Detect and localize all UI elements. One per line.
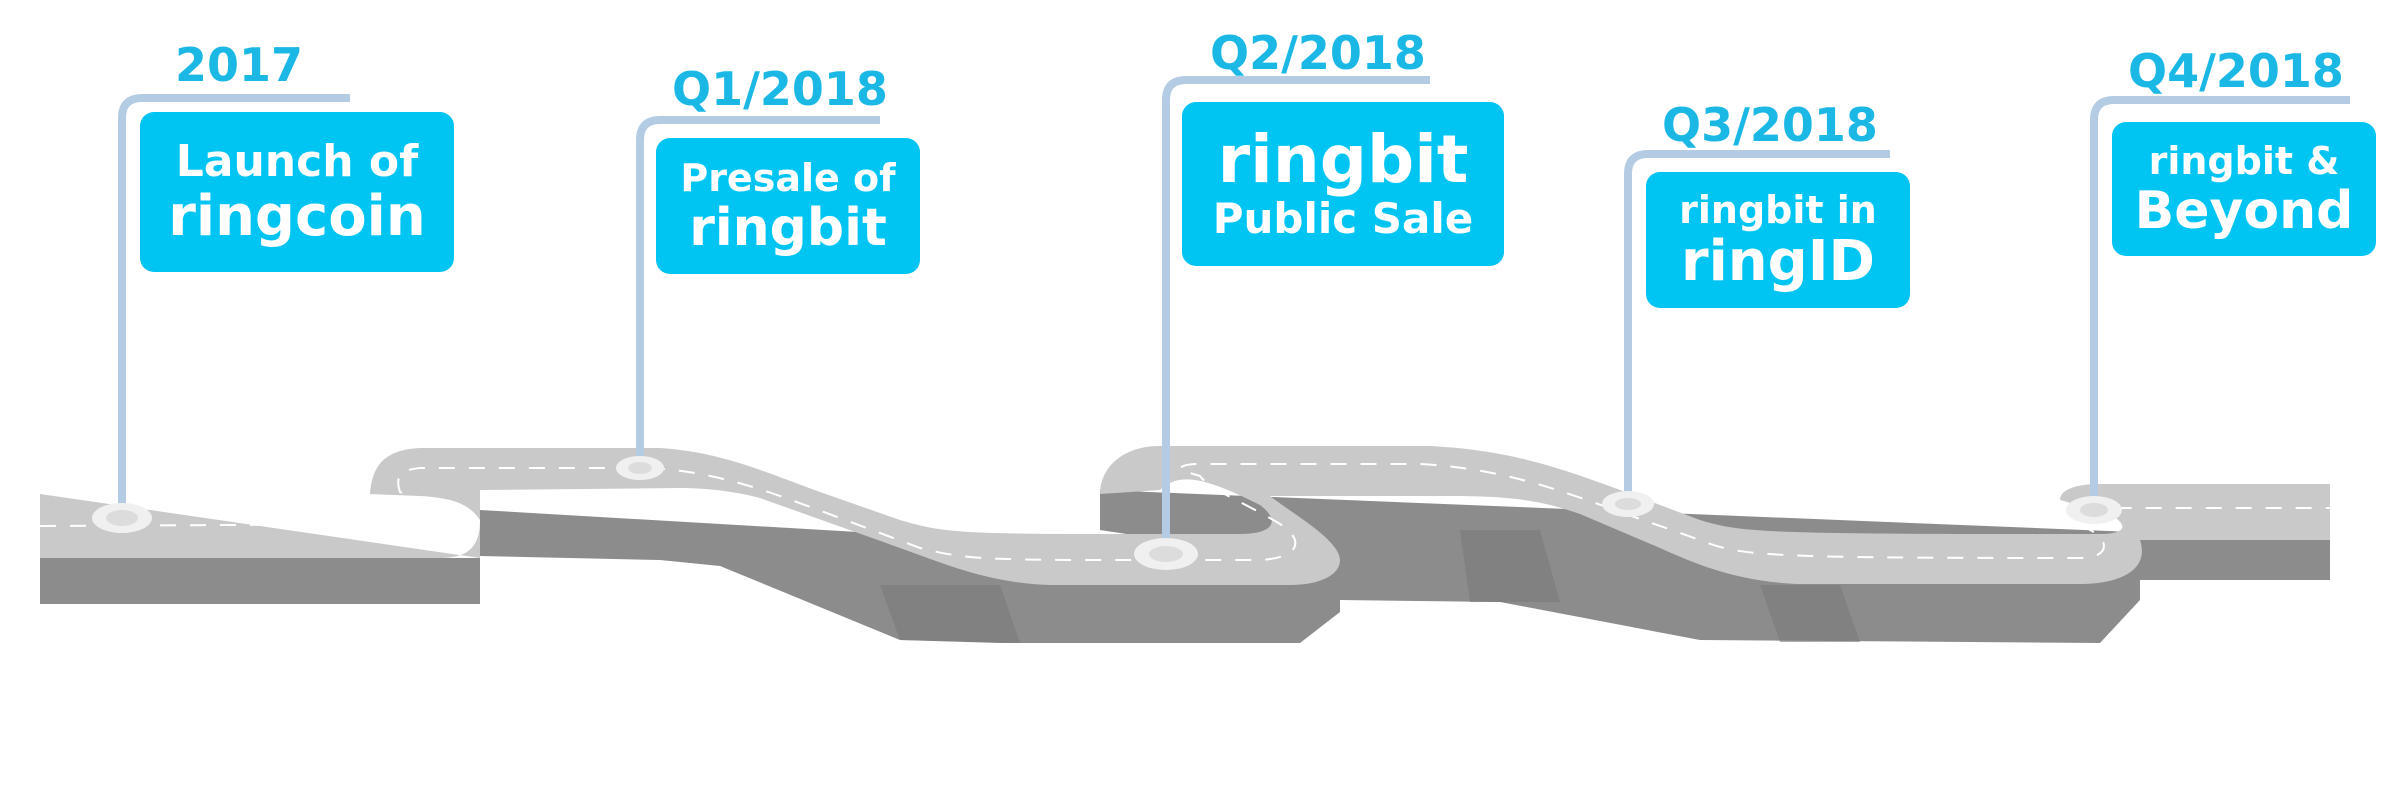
milestone-5-card: ringbit & Beyond bbox=[2112, 122, 2376, 256]
milestone-3-line2: Public Sale bbox=[1212, 194, 1474, 243]
milestone-4-year: Q3/2018 bbox=[1662, 98, 1878, 152]
milestone-1-card: Launch of ringcoin bbox=[140, 112, 454, 272]
road-side-dark bbox=[880, 530, 1860, 643]
pole-2 bbox=[636, 116, 880, 465]
milestone-3-line1: ringbit bbox=[1217, 121, 1469, 198]
milestone-2-year: Q1/2018 bbox=[672, 62, 888, 116]
pole-bases bbox=[92, 456, 2122, 570]
milestone-2-line1: Presale of bbox=[680, 156, 896, 200]
lane-marking bbox=[39, 463, 2330, 561]
road-surface bbox=[40, 446, 2330, 585]
milestone-5-year: Q4/2018 bbox=[2128, 44, 2344, 98]
milestone-1-year: 2017 bbox=[175, 38, 304, 92]
milestone-4-line1: ringbit in bbox=[1679, 188, 1877, 232]
milestone-1-line1: Launch of bbox=[175, 136, 419, 187]
pole-5 bbox=[2090, 96, 2350, 510]
milestone-3-card: ringbit Public Sale bbox=[1182, 102, 1504, 266]
pole-3 bbox=[1162, 76, 1430, 550]
milestone-5-line1: ringbit & bbox=[2148, 139, 2340, 183]
milestone-4-card: ringbit in ringID bbox=[1646, 172, 1910, 308]
milestone-2-card: Presale of ringbit bbox=[656, 138, 920, 274]
pole-1 bbox=[118, 94, 350, 515]
milestone-3-year: Q2/2018 bbox=[1210, 26, 1426, 80]
milestone-2-line2: ringbit bbox=[689, 198, 887, 258]
pole-4 bbox=[1624, 150, 1890, 505]
milestone-1-line2: ringcoin bbox=[168, 184, 426, 249]
milestone-5-line2: Beyond bbox=[2134, 181, 2354, 241]
milestone-4-line2: ringID bbox=[1680, 229, 1876, 294]
